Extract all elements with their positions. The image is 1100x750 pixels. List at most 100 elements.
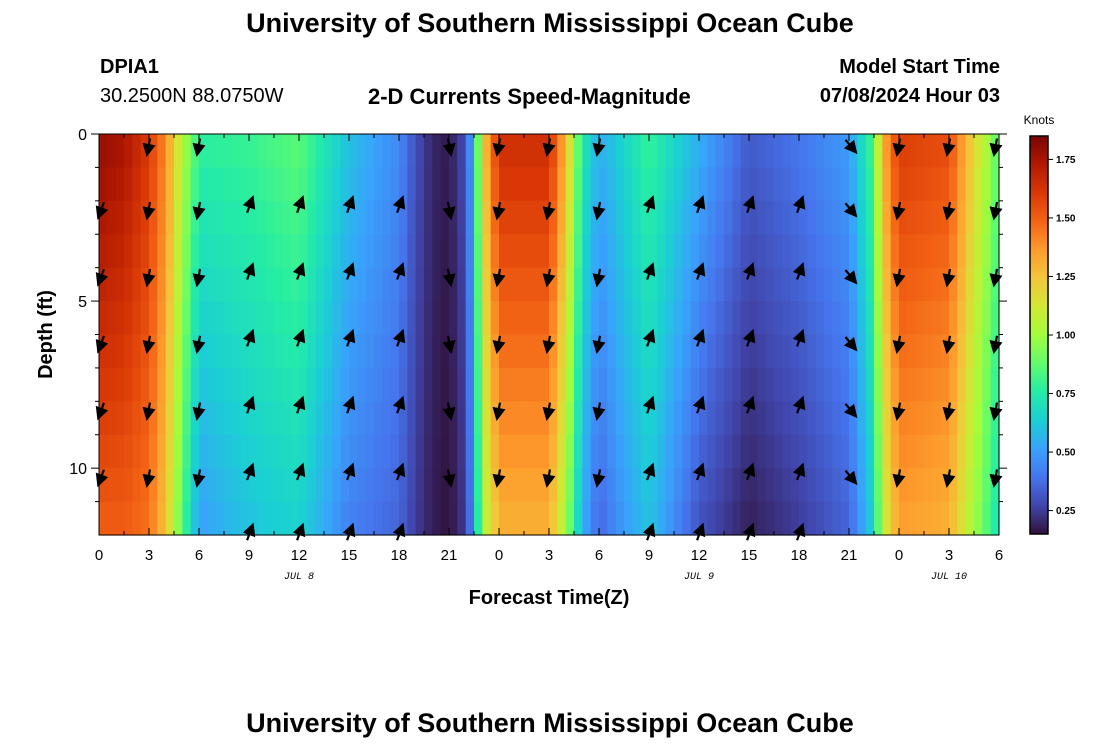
heatmap-cell <box>590 234 600 269</box>
heatmap-cell <box>124 401 133 436</box>
heatmap-cell <box>582 267 592 302</box>
heatmap-cell <box>665 468 675 503</box>
colorbar-gradient <box>1029 135 1049 535</box>
heatmap-cell <box>224 501 233 536</box>
heatmap-cell <box>657 367 667 402</box>
heatmap-cell <box>915 468 925 503</box>
heatmap-cell <box>374 267 383 302</box>
current-arrow <box>392 328 406 347</box>
heatmap-cell <box>107 200 117 235</box>
heatmap-cell <box>799 401 808 436</box>
heatmap-cell <box>374 468 383 503</box>
heatmap-cell <box>782 501 792 536</box>
heatmap-cell <box>415 134 425 169</box>
heatmap-cell <box>482 301 492 336</box>
heatmap-cell <box>674 401 683 436</box>
heatmap-cell <box>849 267 858 302</box>
heatmap-cell <box>282 501 292 536</box>
heatmap-cell <box>815 200 825 235</box>
heatmap-cell <box>490 234 500 269</box>
heatmap-cell <box>265 334 275 369</box>
heatmap-cell <box>824 401 833 436</box>
heatmap-cell <box>265 301 275 336</box>
heatmap-cell <box>382 434 392 469</box>
heatmap-cell <box>299 434 308 469</box>
heatmap-cell <box>115 501 125 536</box>
heatmap-cell <box>399 267 408 302</box>
heatmap-cell <box>199 301 208 336</box>
heatmap-cell <box>674 468 683 503</box>
heatmap-cell <box>865 501 875 536</box>
heatmap-cell <box>232 234 242 269</box>
heatmap-cell <box>499 301 508 336</box>
heatmap-cell <box>740 134 750 169</box>
current-arrow <box>242 195 256 214</box>
heatmap-cell <box>182 434 192 469</box>
heatmap-cell <box>982 434 992 469</box>
heatmap-cell <box>532 167 542 202</box>
heatmap-cell <box>549 501 558 536</box>
current-arrow <box>989 201 1003 221</box>
x-tick-label: 15 <box>741 547 758 564</box>
heatmap-cell <box>565 134 575 169</box>
heatmap-cell <box>674 234 683 269</box>
x-tick-label: 9 <box>245 547 253 564</box>
heatmap-cell <box>432 134 442 169</box>
heatmap-cell <box>265 134 275 169</box>
axes: 0 3 6 9 12 15 18 21 0 3 6 9 12 15 18 21 0 3 6 JUL 8 JUL 9 JUL… <box>69 127 1007 583</box>
heatmap-cell <box>207 167 217 202</box>
heatmap-cell <box>365 167 375 202</box>
current-arrow <box>592 402 606 421</box>
heatmap-cell <box>374 134 383 169</box>
heatmap-cell <box>957 468 967 503</box>
heatmap-cell <box>890 434 900 469</box>
heatmap-cell <box>357 468 367 503</box>
heatmap-cell <box>207 301 217 336</box>
current-arrow <box>392 462 406 481</box>
heatmap-cell <box>965 434 975 469</box>
current-arrow <box>442 268 456 288</box>
heatmap-cell <box>107 267 117 302</box>
heatmap-cell <box>782 334 792 369</box>
heatmap-cell <box>840 434 850 469</box>
heatmap-cell <box>332 434 342 469</box>
heatmap-cell <box>174 401 183 436</box>
heatmap-cell <box>365 367 375 402</box>
heatmap-cell <box>857 167 867 202</box>
heatmap-cell <box>474 301 483 336</box>
heatmap-cell <box>365 434 375 469</box>
heatmap-cell <box>574 267 583 302</box>
heatmap-cell <box>449 134 458 169</box>
heatmap-cell <box>965 200 975 235</box>
heatmap-cell <box>382 468 392 503</box>
heatmap-cell <box>982 501 992 536</box>
heatmap-cell <box>757 267 767 302</box>
heatmap-cell <box>274 501 283 536</box>
heatmap-cell <box>874 468 883 503</box>
heatmap-cell <box>674 501 683 536</box>
heatmap-cell <box>224 200 233 235</box>
heatmap-cell <box>457 367 467 402</box>
heatmap-cell <box>174 134 183 169</box>
heatmap-cell <box>249 267 258 302</box>
heatmap-cell <box>957 434 967 469</box>
heatmap-cell <box>940 367 950 402</box>
heatmap-cell <box>215 301 225 336</box>
heatmap-cell <box>632 401 642 436</box>
heatmap-cell <box>640 401 650 436</box>
heatmap-cell <box>240 501 250 536</box>
current-arrow <box>642 462 656 481</box>
heatmap-cell <box>774 367 783 402</box>
heatmap-cell <box>299 267 308 302</box>
heatmap-cell <box>899 234 908 269</box>
heatmap-cell <box>940 167 950 202</box>
heatmap-cell <box>874 434 883 469</box>
heatmap-cell <box>174 367 183 402</box>
heatmap-cell <box>615 501 625 536</box>
heatmap-cell <box>174 434 183 469</box>
heatmap-cell <box>349 301 358 336</box>
heatmap-cell <box>699 167 708 202</box>
current-arrow <box>192 402 206 421</box>
heatmap-cell <box>574 167 583 202</box>
heatmap-cell <box>290 501 300 536</box>
